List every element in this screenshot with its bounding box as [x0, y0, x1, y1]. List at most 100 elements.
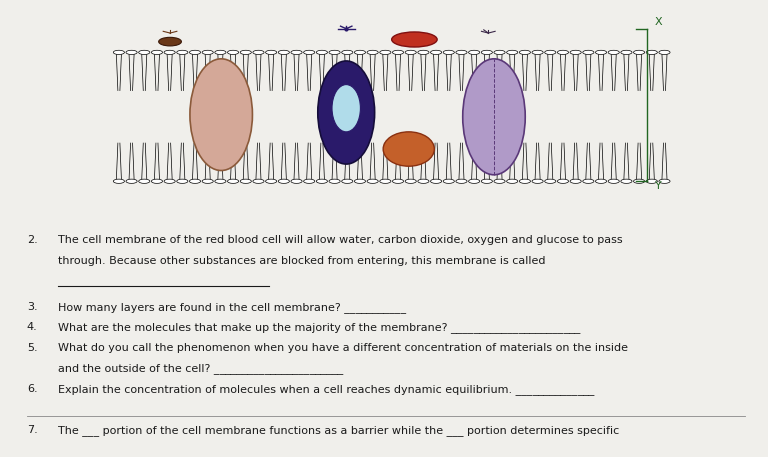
- Circle shape: [139, 50, 150, 54]
- Circle shape: [456, 179, 467, 183]
- Circle shape: [634, 179, 644, 183]
- Circle shape: [431, 179, 442, 183]
- Circle shape: [164, 179, 175, 183]
- Circle shape: [316, 50, 327, 54]
- Circle shape: [202, 50, 214, 54]
- Circle shape: [519, 179, 531, 183]
- Circle shape: [558, 50, 568, 54]
- Circle shape: [443, 50, 455, 54]
- Circle shape: [558, 179, 568, 183]
- Circle shape: [278, 50, 290, 54]
- Circle shape: [190, 50, 200, 54]
- Circle shape: [329, 50, 340, 54]
- Ellipse shape: [159, 37, 181, 46]
- Text: Explain the concentration of molecules when a cell reaches dynamic equilibrium. : Explain the concentration of molecules w…: [58, 384, 594, 395]
- Circle shape: [621, 50, 632, 54]
- Circle shape: [240, 179, 251, 183]
- Circle shape: [240, 50, 251, 54]
- Circle shape: [367, 179, 378, 183]
- Circle shape: [507, 50, 518, 54]
- Circle shape: [443, 179, 455, 183]
- Text: through. Because other substances are blocked from entering, this membrane is ca: through. Because other substances are bl…: [58, 256, 545, 266]
- Circle shape: [646, 50, 657, 54]
- Circle shape: [253, 179, 264, 183]
- Circle shape: [646, 179, 657, 183]
- Circle shape: [570, 179, 581, 183]
- Circle shape: [177, 179, 188, 183]
- Circle shape: [316, 179, 327, 183]
- Circle shape: [354, 50, 366, 54]
- Ellipse shape: [190, 59, 253, 170]
- Circle shape: [482, 179, 492, 183]
- Circle shape: [595, 179, 607, 183]
- Circle shape: [659, 50, 670, 54]
- Ellipse shape: [392, 32, 437, 47]
- Circle shape: [215, 50, 226, 54]
- Circle shape: [456, 50, 467, 54]
- Circle shape: [266, 179, 276, 183]
- Circle shape: [532, 50, 543, 54]
- Circle shape: [227, 179, 239, 183]
- Text: What do you call the phenomenon when you have a different concentration of mater: What do you call the phenomenon when you…: [58, 343, 627, 353]
- Circle shape: [164, 50, 175, 54]
- Circle shape: [342, 50, 353, 54]
- Circle shape: [545, 50, 556, 54]
- Circle shape: [139, 179, 150, 183]
- Circle shape: [583, 50, 594, 54]
- Circle shape: [482, 50, 492, 54]
- Circle shape: [227, 50, 239, 54]
- Circle shape: [507, 179, 518, 183]
- Ellipse shape: [332, 85, 360, 132]
- Text: 3.: 3.: [27, 302, 38, 312]
- Circle shape: [190, 179, 200, 183]
- Ellipse shape: [383, 132, 435, 166]
- Circle shape: [392, 179, 404, 183]
- Ellipse shape: [462, 59, 525, 175]
- Text: How many layers are found in the cell membrane? ___________: How many layers are found in the cell me…: [58, 302, 406, 313]
- Circle shape: [418, 179, 429, 183]
- Circle shape: [215, 179, 226, 183]
- Circle shape: [406, 50, 416, 54]
- Text: 5.: 5.: [27, 343, 38, 353]
- Text: What are the molecules that make up the majority of the membrane? ______________: What are the molecules that make up the …: [58, 322, 580, 333]
- Circle shape: [114, 50, 124, 54]
- Circle shape: [608, 179, 619, 183]
- Text: Y: Y: [655, 181, 662, 191]
- Circle shape: [570, 50, 581, 54]
- Circle shape: [494, 50, 505, 54]
- Circle shape: [532, 179, 543, 183]
- Circle shape: [202, 179, 214, 183]
- Circle shape: [367, 50, 378, 54]
- Circle shape: [114, 179, 124, 183]
- Circle shape: [303, 179, 315, 183]
- Circle shape: [126, 50, 137, 54]
- Circle shape: [303, 50, 315, 54]
- Text: The cell membrane of the red blood cell will allow water, carbon dioxide, oxygen: The cell membrane of the red blood cell …: [58, 235, 622, 245]
- Circle shape: [266, 50, 276, 54]
- Circle shape: [151, 179, 163, 183]
- Circle shape: [291, 179, 302, 183]
- Circle shape: [595, 50, 607, 54]
- Circle shape: [621, 179, 632, 183]
- Text: 4.: 4.: [27, 322, 38, 332]
- Circle shape: [379, 179, 391, 183]
- Circle shape: [329, 179, 340, 183]
- Text: X: X: [655, 17, 663, 27]
- Circle shape: [354, 179, 366, 183]
- Circle shape: [468, 50, 480, 54]
- Circle shape: [418, 50, 429, 54]
- Text: The ___ portion of the cell membrane functions as a barrier while the ___ portio: The ___ portion of the cell membrane fun…: [58, 425, 619, 436]
- Circle shape: [545, 179, 556, 183]
- Circle shape: [634, 50, 644, 54]
- Text: 6.: 6.: [27, 384, 38, 394]
- Circle shape: [608, 50, 619, 54]
- Circle shape: [253, 50, 264, 54]
- Circle shape: [406, 179, 416, 183]
- Circle shape: [431, 50, 442, 54]
- Circle shape: [519, 50, 531, 54]
- Circle shape: [151, 50, 163, 54]
- Circle shape: [468, 179, 480, 183]
- Text: and the outside of the cell? _______________________: and the outside of the cell? ___________…: [58, 363, 343, 374]
- Circle shape: [291, 50, 302, 54]
- Circle shape: [126, 179, 137, 183]
